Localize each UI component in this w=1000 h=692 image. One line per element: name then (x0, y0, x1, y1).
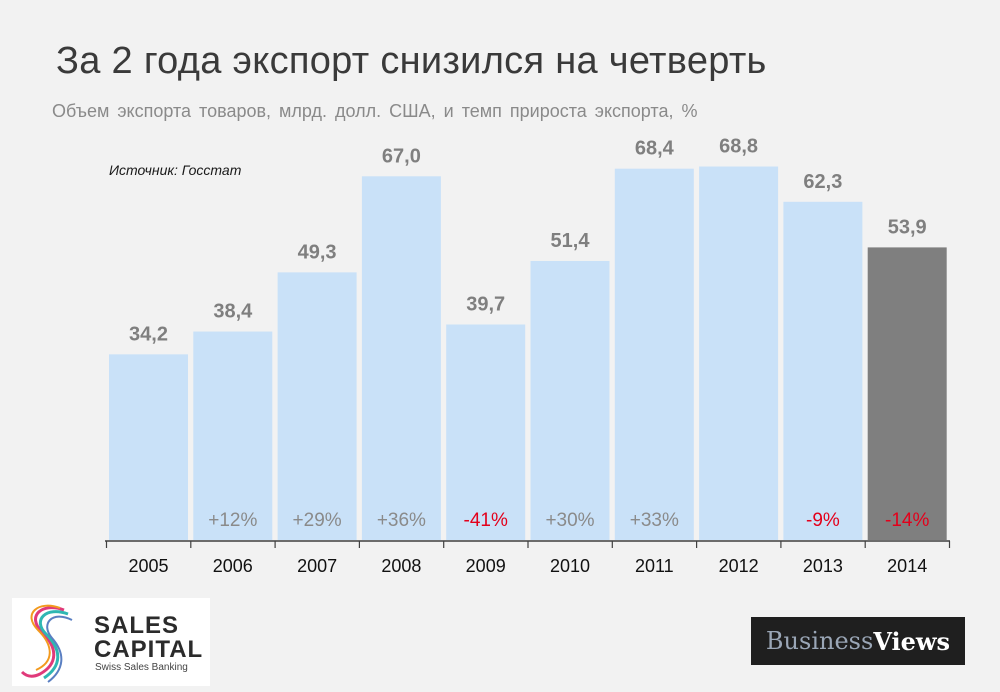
value-label-2010: 51,4 (551, 230, 591, 252)
x-tick-label-2013: 2013 (803, 556, 843, 576)
bar-2012 (699, 166, 779, 540)
x-tick-label-2007: 2007 (297, 556, 337, 576)
chart-title: За 2 года экспорт снизился на четверть (56, 40, 767, 82)
x-tick-label-2011: 2011 (635, 556, 674, 576)
value-label-2005: 34,2 (129, 323, 168, 345)
bar-2006 (193, 331, 273, 540)
value-label-2014: 53,9 (888, 216, 927, 238)
sales-capital-logo: SALES CAPITAL Swiss Sales Banking (12, 598, 210, 686)
chart-subtitle: Объем экспорта товаров, млрд. долл. США,… (52, 101, 698, 121)
value-label-2007: 49,3 (298, 241, 337, 263)
bar-2011 (614, 168, 694, 540)
sales-capital-line2: CAPITAL (94, 636, 204, 663)
growth-label-2013: -9% (806, 510, 840, 531)
x-tick-label-2006: 2006 (213, 556, 253, 576)
bar-2013 (783, 201, 863, 541)
x-tick-label-2014: 2014 (887, 556, 927, 576)
value-label-2012: 68,8 (719, 136, 758, 158)
bar-2010 (530, 260, 610, 540)
growth-label-2008: +36% (377, 510, 426, 531)
x-tick-label-2008: 2008 (381, 556, 421, 576)
bar-2008 (361, 176, 441, 541)
bar-2005 (109, 354, 188, 540)
x-tick-label-2005: 2005 (128, 556, 168, 576)
value-label-2013: 62,3 (803, 171, 842, 193)
business-views-part1: Business (765, 627, 874, 655)
growth-label-2006: +12% (208, 510, 257, 531)
chart-source: Источник: Госстат (109, 162, 242, 178)
business-views-logo: Business Views (751, 617, 965, 665)
x-tick-label-2009: 2009 (466, 556, 506, 576)
sales-capital-tagline: Swiss Sales Banking (95, 662, 188, 673)
business-views-part2: Views (873, 626, 951, 656)
x-tick-label-2012: 2012 (719, 556, 759, 576)
growth-label-2011: +33% (630, 510, 679, 531)
growth-label-2009: -41% (464, 510, 508, 531)
sales-capital-line1: SALES (94, 612, 180, 639)
x-tick-label-2010: 2010 (550, 556, 590, 576)
growth-label-2010: +30% (545, 510, 594, 531)
sales-capital-s-icon (20, 604, 73, 683)
value-label-2009: 39,7 (466, 293, 505, 315)
bar-2014 (867, 247, 947, 540)
bar-2009 (446, 324, 526, 540)
growth-label-2007: +29% (293, 510, 342, 531)
value-label-2008: 67,0 (382, 145, 421, 167)
value-label-2011: 68,4 (635, 138, 675, 160)
bar-2007 (277, 272, 357, 540)
growth-label-2014: -14% (885, 510, 929, 531)
value-label-2006: 38,4 (213, 301, 253, 323)
